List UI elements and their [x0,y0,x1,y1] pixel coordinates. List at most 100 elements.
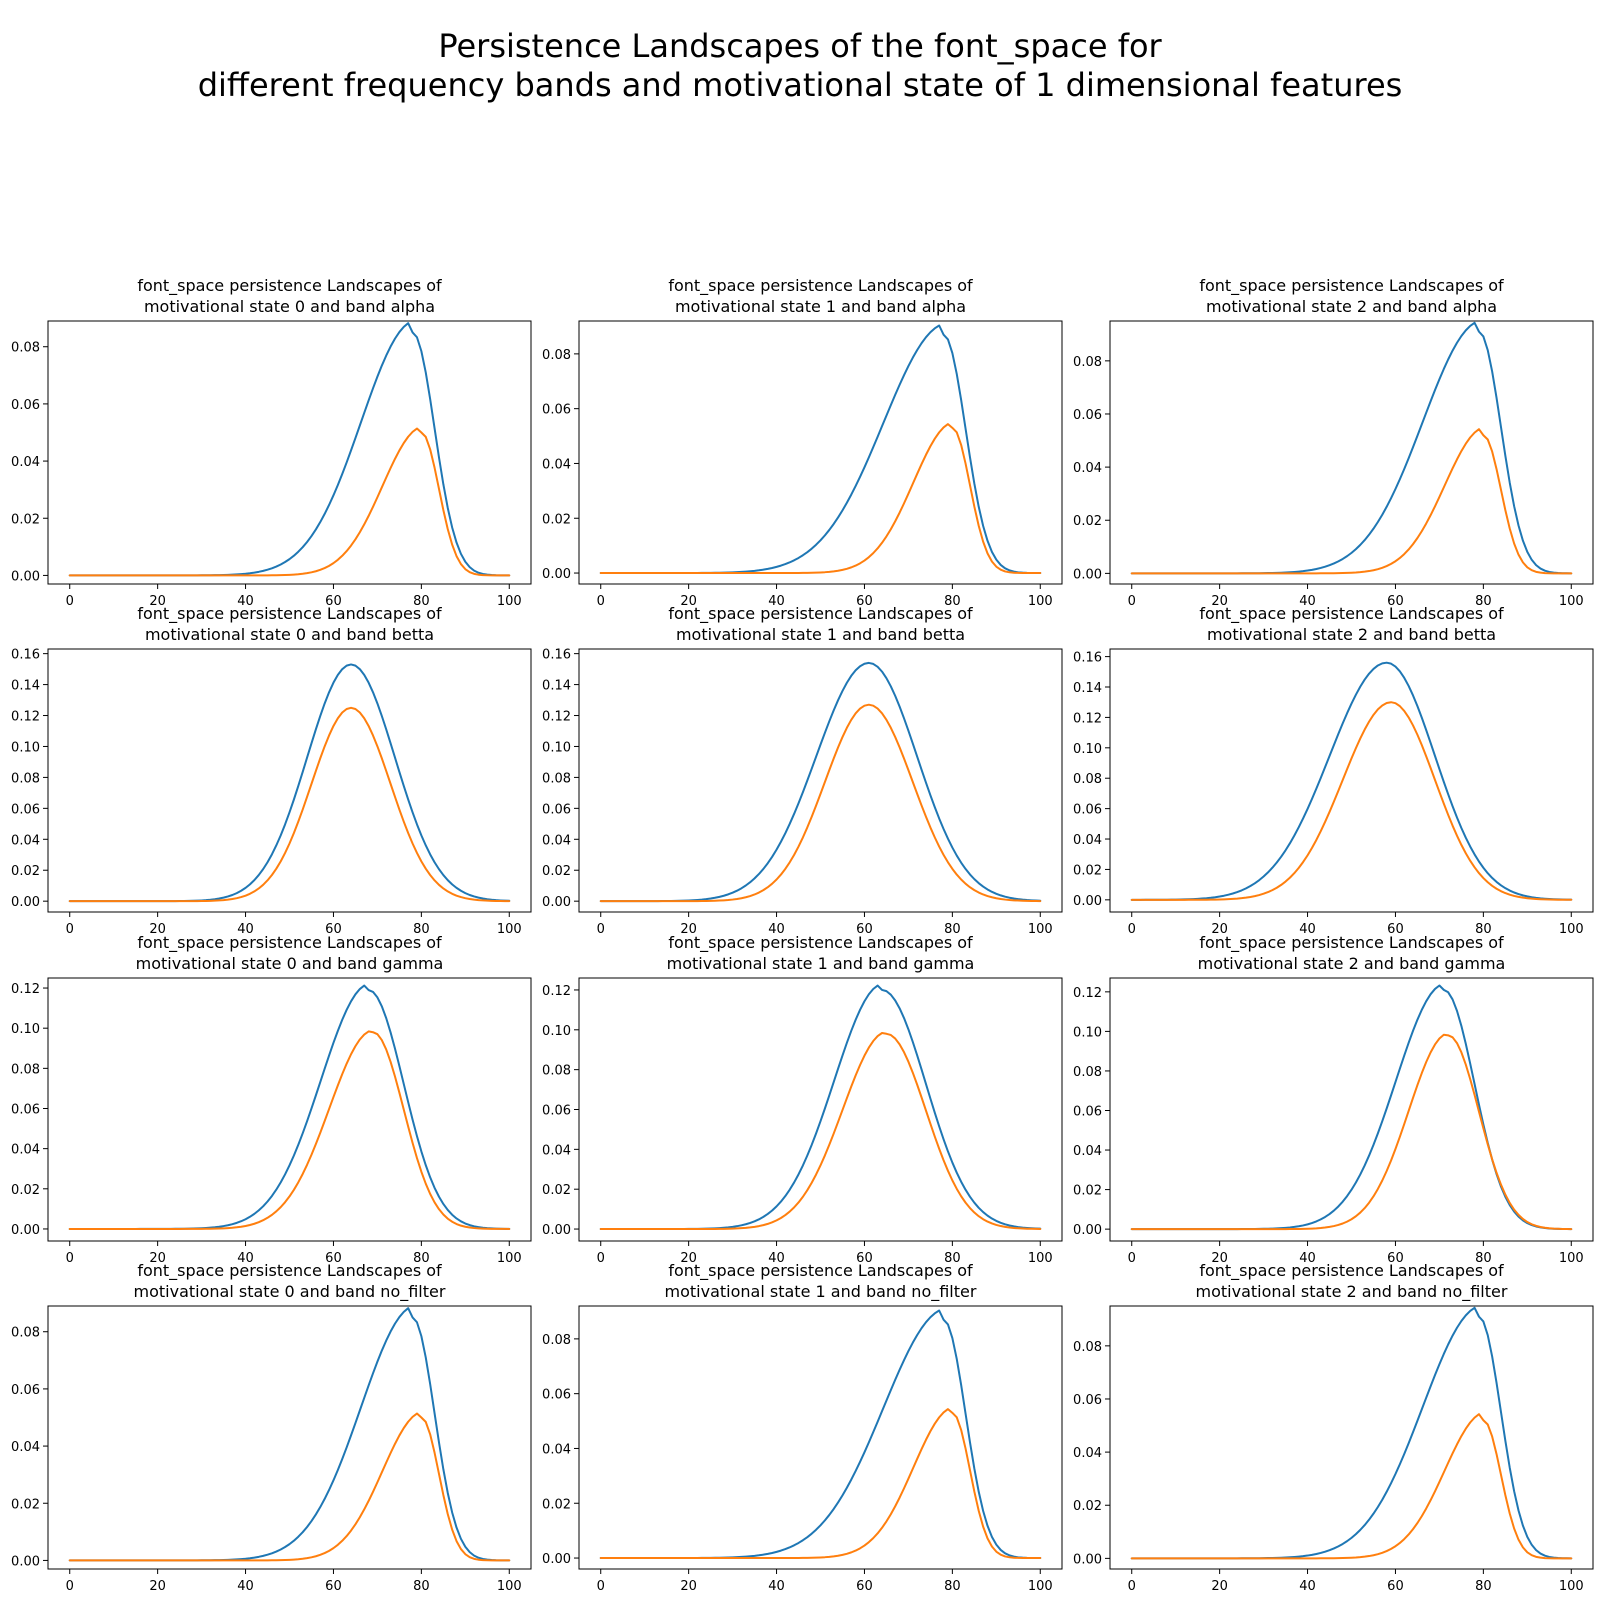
y-tick-label: 0.00 [1073,1223,1102,1238]
y-tick-label: 0.00 [1073,1552,1102,1567]
plot-frame [578,977,1063,1242]
y-tick-label: 0.04 [542,457,571,472]
series-line-1 [68,984,511,1230]
figure-title-line1: Persistence Landscapes of the font_space… [438,27,1162,65]
y-tick-label: 0.06 [11,1102,40,1117]
x-tick-label: 20 [680,922,697,937]
subplot-title-line2: motivational state 0 and band gamma [136,954,444,973]
x-tick-label: 60 [1387,1251,1404,1266]
plot-frame [47,320,532,585]
y-tick-label: 0.00 [11,1223,40,1238]
y-tick-label: 0.00 [542,895,571,910]
x-tick-label: 40 [1299,1251,1316,1266]
x-tick-label: 100 [497,922,522,937]
series-line-2 [599,1032,1042,1231]
y-tick-label: 0.10 [542,740,571,755]
y-tick-label: 0.12 [542,710,571,725]
y-tick-label: 0.00 [11,569,40,584]
x-tick-label: 20 [149,594,166,609]
y-tick-label: 0.08 [11,1326,40,1341]
plot-frame [47,1305,532,1570]
y-tick-label: 0.04 [11,1440,40,1455]
x-tick-label: 80 [1475,922,1492,937]
y-tick-label: 0.06 [1073,1104,1102,1119]
series-line-1 [599,661,1042,903]
series-line-2 [1130,1033,1573,1231]
x-tick-label: 80 [1475,594,1492,609]
x-tick-label: 100 [1028,594,1053,609]
x-tick-label: 40 [768,594,785,609]
y-tick-label: 0.02 [1073,863,1102,878]
y-tick-label: 0.02 [11,512,40,527]
subplot-3: font_space persistence Landscapes ofmoti… [1073,276,1594,609]
y-tick-label: 0.16 [11,648,40,663]
y-tick-label: 0.06 [542,403,571,418]
y-tick-label: 0.04 [1073,1446,1102,1461]
x-tick-label: 40 [1299,922,1316,937]
x-tick-label: 40 [237,1579,254,1594]
x-tick-label: 0 [597,594,605,609]
y-tick-label: 0.04 [11,833,40,848]
y-tick-label: 0.06 [1073,408,1102,423]
y-tick-label: 0.08 [1073,772,1102,787]
y-tick-label: 0.00 [1073,894,1102,909]
y-tick-label: 0.08 [1073,1065,1102,1080]
subplot-title-line1: font_space persistence Landscapes of [1199,1261,1504,1281]
y-tick-label: 0.04 [1073,1144,1102,1159]
subplot-1: font_space persistence Landscapes ofmoti… [11,276,532,609]
y-tick-label: 0.06 [11,1383,40,1398]
subplot-title-line2: motivational state 2 and band gamma [1198,954,1506,973]
y-tick-label: 0.08 [11,771,40,786]
subplot-title-line2: motivational state 1 and band alpha [675,297,966,316]
x-tick-label: 100 [497,1251,522,1266]
subplot-title-line1: font_space persistence Landscapes of [137,604,442,624]
y-tick-label: 0.00 [542,567,571,582]
x-tick-label: 60 [856,922,873,937]
y-tick-label: 0.06 [542,1388,571,1403]
plot-frame [1109,977,1594,1242]
x-tick-label: 60 [856,594,873,609]
y-tick-label: 0.04 [542,1143,571,1158]
y-tick-label: 0.14 [1073,681,1102,696]
y-tick-label: 0.06 [11,398,40,413]
y-tick-label: 0.02 [542,1183,571,1198]
x-tick-label: 20 [149,922,166,937]
x-tick-label: 0 [597,1579,605,1594]
series-line-1 [599,1309,1042,1560]
y-tick-label: 0.02 [1073,1184,1102,1199]
x-tick-label: 80 [413,1579,430,1594]
y-tick-label: 0.12 [1073,711,1102,726]
subplot-9: font_space persistence Landscapes ofmoti… [1073,933,1594,1266]
y-tick-label: 0.08 [11,1062,40,1077]
subplot-title-line1: font_space persistence Landscapes of [668,276,973,296]
x-tick-label: 80 [1475,1251,1492,1266]
x-tick-label: 0 [597,922,605,937]
subplot-title-line2: motivational state 2 and band no_filter [1196,1282,1508,1302]
y-tick-label: 0.10 [11,1022,40,1037]
y-tick-label: 0.02 [1073,514,1102,529]
y-tick-label: 0.12 [11,982,40,997]
x-tick-label: 60 [1387,594,1404,609]
series-line-1 [599,324,1042,575]
subplot-title-line1: font_space persistence Landscapes of [1199,933,1504,953]
y-tick-label: 0.16 [542,648,571,663]
y-tick-label: 0.04 [542,833,571,848]
subplot-title-line1: font_space persistence Landscapes of [137,276,442,296]
subplot-grid: font_space persistence Landscapes ofmoti… [11,276,1594,1594]
x-tick-label: 20 [149,1579,166,1594]
y-tick-label: 0.06 [11,802,40,817]
subplot-title-line2: motivational state 1 and band no_filter [665,1282,977,1302]
x-tick-label: 40 [237,922,254,937]
x-tick-label: 20 [1211,922,1228,937]
x-tick-label: 0 [1128,1251,1136,1266]
y-tick-label: 0.06 [1073,1393,1102,1408]
y-tick-label: 0.10 [542,1024,571,1039]
x-tick-label: 100 [1559,1251,1584,1266]
x-tick-label: 20 [680,594,697,609]
subplot-7: font_space persistence Landscapes ofmoti… [11,933,532,1266]
plot-frame [1109,320,1594,585]
series-line-1 [68,322,511,577]
series-line-1 [68,663,511,903]
series-line-2 [599,1408,1042,1560]
y-tick-label: 0.02 [11,1497,40,1512]
